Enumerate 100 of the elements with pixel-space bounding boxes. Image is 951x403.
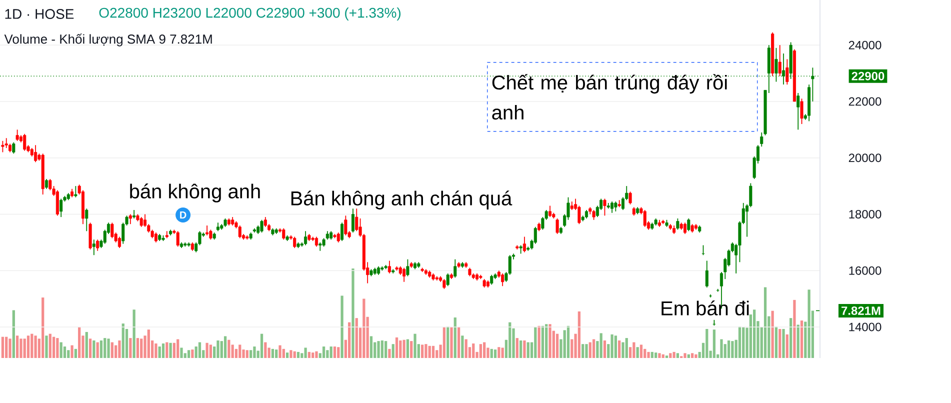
bar xyxy=(282,348,285,358)
candlestick xyxy=(388,260,391,274)
bar xyxy=(88,338,92,358)
bar xyxy=(508,322,512,358)
candlestick xyxy=(351,208,354,233)
bar xyxy=(194,346,198,358)
bar xyxy=(556,334,559,358)
candlestick xyxy=(128,214,132,225)
bar xyxy=(774,326,778,358)
bar xyxy=(238,344,242,358)
y-tick-label: 14000 xyxy=(849,322,882,332)
bar xyxy=(166,342,168,358)
candlestick xyxy=(96,239,100,252)
candlestick xyxy=(85,208,88,232)
annotation: D xyxy=(180,212,186,218)
bar xyxy=(216,340,220,358)
candlestick xyxy=(282,228,286,240)
bar xyxy=(738,326,742,358)
candlestick xyxy=(603,198,606,216)
annotation: bán không anh xyxy=(130,184,260,202)
bar xyxy=(271,348,274,358)
y-tick-label: 18000 xyxy=(849,210,882,218)
bar xyxy=(198,342,202,358)
chart-title: 1D · HOSE xyxy=(5,9,74,19)
candlestick xyxy=(56,190,59,216)
bar xyxy=(110,342,114,358)
bar xyxy=(384,341,388,358)
candlestick xyxy=(687,218,690,232)
bar xyxy=(800,320,804,358)
bar xyxy=(304,348,307,358)
candlestick xyxy=(16,129,19,142)
bar xyxy=(541,326,544,358)
bar xyxy=(428,346,431,358)
bar xyxy=(12,310,15,358)
bar xyxy=(340,296,344,358)
candlestick xyxy=(118,236,121,248)
candlestick xyxy=(34,144,38,163)
bar xyxy=(464,339,468,358)
bar xyxy=(483,342,486,358)
bar xyxy=(461,336,464,358)
candlestick xyxy=(534,226,537,244)
bar xyxy=(333,346,336,358)
candlestick xyxy=(176,230,180,248)
bar xyxy=(326,350,329,358)
candlestick xyxy=(60,198,63,218)
bar xyxy=(78,327,81,358)
candlestick xyxy=(628,191,632,205)
chart-subtitle: O22800 H23200 L22000 C22900 +300 (+1.33%) xyxy=(99,7,400,21)
bar xyxy=(753,310,756,358)
bar xyxy=(169,342,172,358)
candlestick xyxy=(304,230,308,246)
bar xyxy=(224,336,227,358)
candlestick xyxy=(340,222,344,242)
bar xyxy=(446,326,450,358)
bar xyxy=(348,322,351,358)
bar xyxy=(42,298,44,358)
bar xyxy=(450,327,453,358)
y-tick-label: 20000 xyxy=(848,154,882,162)
bar xyxy=(209,344,212,358)
annotation: Chết mẹ bán trúng đáy rồi anh xyxy=(492,74,727,120)
bar xyxy=(290,350,292,358)
candlestick xyxy=(402,267,406,282)
candlestick xyxy=(406,258,410,277)
candlestick xyxy=(548,205,552,218)
bar xyxy=(264,342,267,358)
bar xyxy=(172,342,176,358)
bar xyxy=(520,340,522,358)
bar xyxy=(63,346,66,358)
bar xyxy=(479,344,482,358)
candlestick xyxy=(1,140,4,153)
bar xyxy=(658,353,661,358)
candlestick xyxy=(4,138,8,148)
bar xyxy=(622,342,624,358)
candlestick xyxy=(501,272,504,287)
candlestick xyxy=(209,229,212,240)
bar xyxy=(278,345,282,358)
candlestick xyxy=(23,133,26,152)
bar xyxy=(742,327,745,358)
bar xyxy=(312,352,314,358)
candlestick xyxy=(442,278,446,290)
bar xyxy=(563,330,566,358)
candlestick xyxy=(610,201,614,214)
bar xyxy=(490,348,493,358)
bar xyxy=(712,330,716,358)
candlestick xyxy=(140,216,143,228)
y-tick-label: 22000 xyxy=(848,97,882,106)
candlestick xyxy=(800,98,804,124)
bar xyxy=(523,340,526,358)
candlestick xyxy=(676,218,680,230)
bar xyxy=(610,334,614,358)
bar xyxy=(228,340,230,358)
bar xyxy=(603,340,606,358)
bar xyxy=(380,340,384,358)
bar xyxy=(60,342,62,358)
bar xyxy=(191,350,194,358)
bar xyxy=(442,327,446,358)
bar xyxy=(654,352,658,358)
bar xyxy=(20,338,22,358)
bar xyxy=(330,346,332,358)
bar xyxy=(162,343,165,358)
